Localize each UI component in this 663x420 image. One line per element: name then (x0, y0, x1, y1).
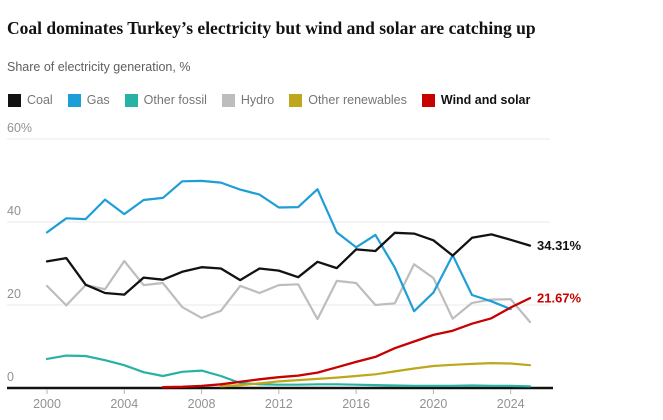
legend-label: Hydro (240, 93, 275, 107)
y-tick-label-0: 0 (7, 370, 14, 384)
chart-title: Coal dominates Turkey’s electricity but … (7, 17, 536, 38)
legend-label: Gas (86, 93, 110, 107)
end-label-coal: 34.31% (537, 238, 582, 253)
series-line-wind-and-solar (161, 296, 532, 389)
legend-swatch-other-renewables (289, 93, 303, 107)
x-tick-label-2000: 2000 (33, 397, 61, 411)
series-line-gas (45, 179, 512, 313)
x-tick-label-2020: 2020 (419, 397, 447, 411)
legend-item-hydro: Hydro (221, 93, 275, 107)
series-line-coal (45, 231, 532, 296)
legend-label: Wind and solar (440, 93, 531, 107)
legend-item-other-fossil: Other fossil (124, 93, 207, 107)
line-chart: 0 20 40 60% 2000 2004 2008 2012 2016 2020 2024 34.3… (7, 121, 582, 411)
legend-label: Other fossil (143, 93, 207, 107)
y-tick-label-40: 40 (7, 204, 21, 218)
x-tick-label-2012: 2012 (265, 397, 293, 411)
series-line-other-renewables (219, 362, 532, 388)
legend-swatch-other-fossil (124, 93, 138, 107)
legend-label: Other renewables (308, 93, 407, 107)
legend-swatch-hydro (221, 93, 235, 107)
x-tick-label-2024: 2024 (497, 397, 525, 411)
chart-subtitle: Share of electricity generation, % (7, 60, 191, 74)
y-tick-label-20: 20 (7, 287, 21, 301)
legend-swatch-coal (8, 93, 21, 107)
legend-item-coal: Coal (8, 93, 53, 107)
y-tick-label-60: 60% (7, 121, 32, 135)
legend-swatch-wind-and-solar (421, 93, 435, 107)
series-line-other-fossil (45, 354, 532, 388)
legend-item-gas: Gas (67, 93, 110, 107)
end-label-wind-and-solar: 21.67% (537, 291, 582, 306)
legend-item-wind-and-solar: Wind and solar (421, 93, 531, 107)
x-tick-label-2004: 2004 (110, 397, 138, 411)
legend-swatch-gas (67, 93, 81, 107)
x-tick-label-2016: 2016 (342, 397, 370, 411)
legend-label: Coal (27, 93, 53, 107)
legend-item-other-renewables: Other renewables (289, 93, 407, 107)
x-tick-label-2008: 2008 (188, 397, 216, 411)
legend: Coal Gas Other fossil Hydro Other renewables… (8, 93, 659, 107)
series-line-hydro (45, 259, 532, 324)
